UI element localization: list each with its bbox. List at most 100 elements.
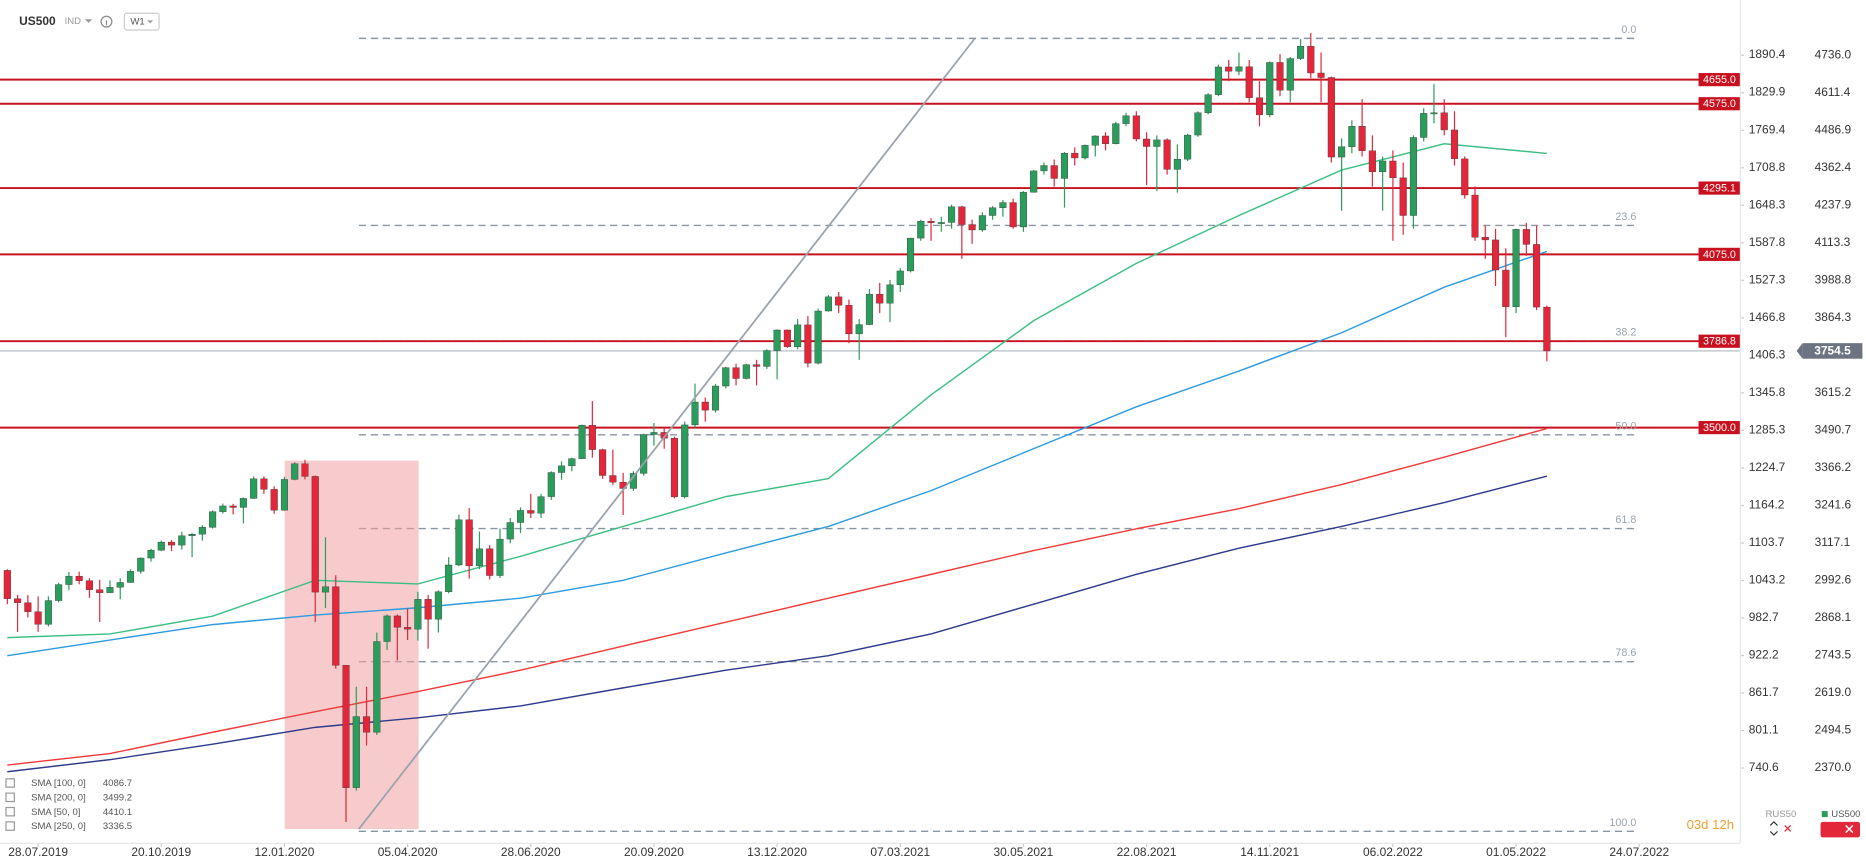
- candle-body: [486, 548, 494, 576]
- candle-body: [260, 478, 268, 490]
- main-symbol[interactable]: US500: [1831, 809, 1860, 820]
- x-tick-label: 28.06.2020: [501, 845, 561, 859]
- fib-label: 100.0: [1609, 817, 1636, 829]
- candle-body: [106, 587, 114, 593]
- candle-body: [1512, 229, 1520, 307]
- x-tick-label: 12.01.2020: [255, 845, 315, 859]
- candle-body: [1409, 137, 1417, 216]
- candle-body: [978, 215, 986, 231]
- candle-body: [1255, 97, 1264, 116]
- symbol[interactable]: US500: [19, 14, 56, 28]
- candle-body: [1060, 152, 1069, 179]
- candle-body: [424, 599, 432, 620]
- candle-body: [178, 535, 186, 546]
- current-price: 3754.5: [1814, 344, 1851, 358]
- candle-body: [363, 716, 371, 733]
- candle-body: [917, 221, 925, 239]
- x-tick-label: 07.03.2021: [870, 845, 930, 859]
- candle-body: [742, 364, 750, 379]
- level-tag: [1698, 334, 1741, 348]
- legend-name: SMA [200, 0]: [31, 792, 86, 803]
- candle-body: [527, 510, 535, 514]
- level-tag: [1698, 181, 1741, 195]
- candle-body: [681, 424, 689, 498]
- legend-value: 4086.7: [103, 778, 132, 789]
- candle-body: [948, 206, 956, 223]
- current-price-pointer: [1796, 343, 1803, 359]
- y-tick-label: 4237.9: [1815, 197, 1852, 211]
- candle-body: [558, 465, 566, 473]
- move-icon[interactable]: [1769, 821, 1778, 836]
- x-tick-label: 20.10.2019: [131, 845, 191, 859]
- candle-body: [835, 296, 843, 306]
- candle-body: [1338, 146, 1346, 158]
- sma-line: [7, 427, 1548, 766]
- y2-tick-label: 1164.2: [1749, 498, 1785, 512]
- y2-tick-label: 1285.3: [1749, 422, 1786, 436]
- candle-body: [650, 432, 658, 435]
- dropdown-icon[interactable]: [84, 19, 93, 23]
- legend-icon: [5, 821, 15, 831]
- x-tick-label: 24.07.2022: [1609, 845, 1669, 859]
- candle-body: [1071, 152, 1079, 159]
- candle-body: [383, 615, 391, 642]
- remove-icon[interactable]: [1784, 825, 1792, 832]
- candle-body: [588, 425, 596, 450]
- sma-line: [7, 250, 1548, 657]
- fib-label: 0.0: [1621, 24, 1636, 36]
- candle-body: [865, 293, 873, 325]
- interval-box[interactable]: [123, 12, 160, 31]
- compare-symbol[interactable]: RUS50: [1766, 809, 1797, 820]
- close-icon[interactable]: [1845, 824, 1854, 834]
- candle-body: [1348, 126, 1356, 147]
- candle-body: [1173, 158, 1181, 170]
- y-tick-label: 2868.1: [1815, 610, 1852, 624]
- candle-body: [506, 522, 514, 540]
- candle-body: [1030, 170, 1038, 193]
- legend-value: 4410.1: [103, 807, 132, 818]
- candle-body: [753, 364, 761, 367]
- candle-body: [352, 716, 360, 788]
- y-tick-label: 3490.7: [1815, 423, 1852, 437]
- y-tick-label: 4736.0: [1815, 47, 1852, 61]
- y-tick-label: 2743.5: [1815, 648, 1852, 662]
- y2-tick-label: 1406.3: [1749, 347, 1786, 361]
- candle-body: [1481, 237, 1489, 241]
- candle-body: [1153, 139, 1161, 147]
- candle-body: [968, 224, 976, 231]
- fib-label: 50.0: [1615, 420, 1636, 432]
- candle-body: [701, 401, 709, 411]
- interval[interactable]: W1: [130, 17, 144, 28]
- candle-body: [291, 463, 299, 480]
- y-tick-label: 2619.0: [1815, 685, 1852, 699]
- candle-body: [404, 627, 412, 630]
- y2-tick-label: 1648.3: [1749, 197, 1786, 211]
- candle-body: [711, 385, 720, 411]
- candle-body: [1245, 66, 1253, 98]
- y2-tick-label: 982.7: [1749, 610, 1779, 624]
- x-tick-label: 28.07.2019: [8, 845, 68, 859]
- candle-body: [332, 586, 340, 666]
- legend-name: SMA [100, 0]: [31, 778, 86, 789]
- candle-body: [1276, 62, 1284, 91]
- candle-body: [168, 541, 176, 546]
- x-tick-label: 14.11.2021: [1240, 845, 1299, 859]
- candle-body: [393, 615, 401, 628]
- candle-body: [855, 324, 863, 335]
- candle-body: [1122, 115, 1130, 124]
- y2-tick-label: 1345.8: [1749, 385, 1786, 399]
- y2-tick-label: 1587.8: [1749, 235, 1786, 249]
- candle-body: [250, 478, 258, 499]
- y2-tick-label: 1224.7: [1749, 460, 1786, 474]
- candle-body: [65, 575, 73, 585]
- candle-body: [1091, 135, 1099, 146]
- symbol-controls[interactable]: [1820, 821, 1861, 838]
- level-label: 4575.0: [1703, 98, 1736, 110]
- candle-body: [321, 586, 330, 593]
- candle-body: [475, 548, 483, 567]
- info-icon[interactable]: [100, 15, 113, 28]
- candle-body: [434, 591, 442, 620]
- candle-body: [732, 367, 740, 379]
- x-tick-label: 22.08.2021: [1117, 845, 1177, 859]
- candle-body: [989, 207, 997, 216]
